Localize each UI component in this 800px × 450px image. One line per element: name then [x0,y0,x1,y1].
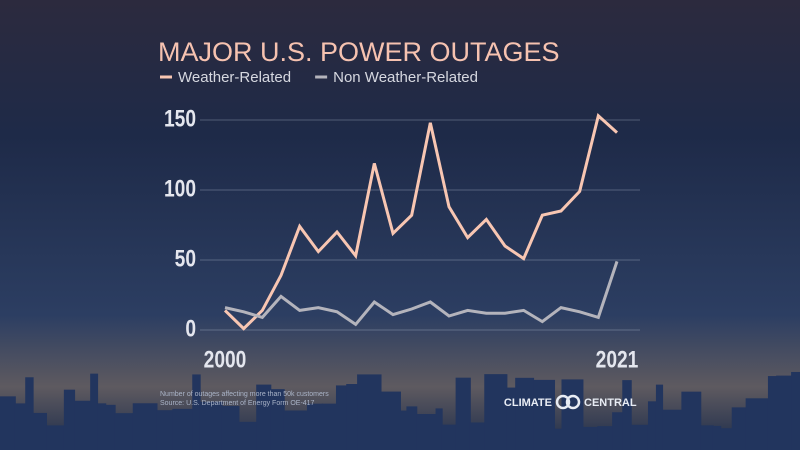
building [256,384,272,450]
brand-logo [555,394,571,410]
building [25,377,34,450]
brand-text: CLIMATE [504,397,552,409]
building [630,424,649,450]
building [681,391,702,450]
note: Source: U.S. Department of Energy Form O… [160,400,315,407]
building [622,380,632,450]
building [745,398,769,450]
skyline [0,371,800,450]
data-line [223,113,619,331]
building [380,391,401,450]
data-line [224,260,619,327]
building [561,379,584,450]
building [700,425,714,450]
building [172,408,194,450]
building [63,389,76,450]
chart-title: MAJOR U.S. POWER OUTAGES [158,37,560,67]
plot-area: 0 50 100 150 2000 2021 Weather-Related Non Weat… [160,69,640,373]
building [655,384,664,450]
brand-text: CENTRAL [584,397,637,409]
building [238,421,258,450]
building [199,401,223,450]
y-tick-label: 50 [175,244,196,272]
building [731,407,747,450]
building [469,422,486,450]
building [156,410,174,450]
brand-logo [565,394,581,410]
building [720,428,733,450]
building [554,428,563,450]
building [441,424,457,450]
building [97,403,107,450]
y-tick-label: 150 [164,104,196,132]
y-tick-label: 0 [185,314,196,342]
building [221,405,240,450]
building [90,373,99,450]
building [105,404,116,450]
building [455,377,471,450]
building [647,401,657,450]
legend-label: Weather-Related [178,69,291,86]
building [776,375,793,450]
building [484,374,508,450]
building [662,409,683,450]
building [32,412,48,450]
building [416,413,437,450]
x-tick-label: 2000 [204,345,247,373]
building [533,379,556,450]
building [612,412,624,450]
building [270,389,285,450]
building [597,426,614,450]
building [74,400,92,450]
building [114,413,134,450]
building [283,410,308,450]
building [46,425,65,450]
building [515,377,535,450]
building [506,387,517,450]
legend-label: Non Weather-Related [333,69,478,86]
building [791,371,800,450]
x-tick-label: 2021 [596,345,639,373]
building [321,403,337,450]
building [357,374,382,450]
building [346,384,359,450]
building [335,385,348,450]
building [306,403,323,450]
building [582,426,599,450]
building [712,425,722,450]
building [192,374,201,450]
building [14,403,27,450]
building [132,403,158,450]
building [406,406,418,450]
building [399,410,408,450]
building [0,396,16,450]
building [435,408,443,450]
building [767,376,778,450]
y-tick-label: 100 [164,174,196,202]
note: Number of outages affecting more than 50… [160,391,329,398]
